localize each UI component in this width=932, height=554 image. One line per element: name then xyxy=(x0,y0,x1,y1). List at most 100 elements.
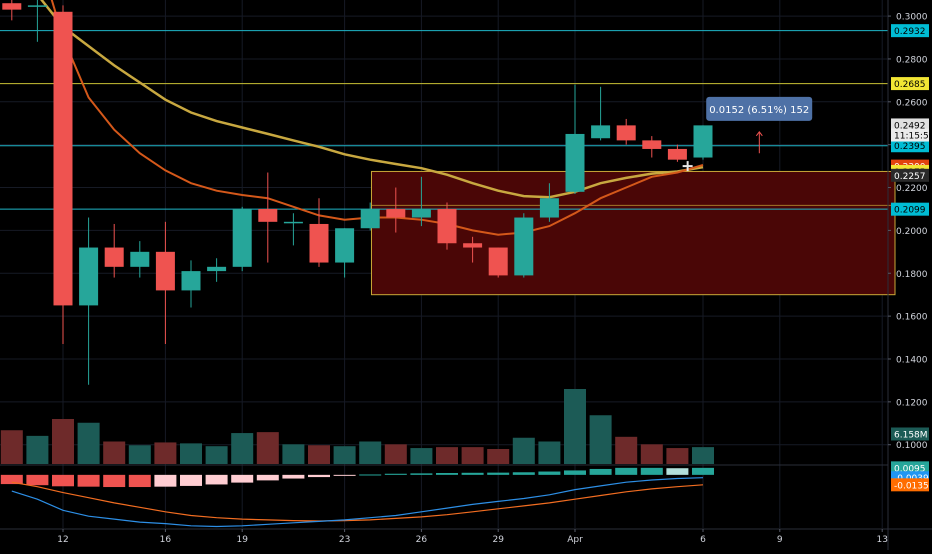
volume-bar xyxy=(333,446,356,464)
price-tick-label: 0.1800 xyxy=(896,270,928,280)
time-tick-label: 9 xyxy=(777,535,783,545)
macd-line xyxy=(11,477,704,528)
candle-body[interactable] xyxy=(309,223,329,263)
volume-bar xyxy=(0,430,23,464)
macd-histogram-bar xyxy=(52,474,74,487)
volume-bar xyxy=(77,422,100,464)
macd-histogram-bar xyxy=(615,467,638,475)
candle-body[interactable] xyxy=(130,251,150,267)
horizontal-line-price-label: 0.2932 xyxy=(894,27,926,37)
price-tick-label: 0.2000 xyxy=(896,227,928,237)
time-tick-label: 13 xyxy=(876,535,887,545)
macd-histogram-bar xyxy=(333,474,356,476)
candle-body[interactable] xyxy=(693,125,713,158)
candle-body[interactable] xyxy=(335,228,355,263)
time-tick-label: 12 xyxy=(57,535,68,545)
macd-label-bg xyxy=(891,461,929,475)
candle-body[interactable] xyxy=(232,208,252,267)
candle-body[interactable] xyxy=(539,198,559,218)
price-label: 0.2257 xyxy=(894,172,926,182)
volume-bar xyxy=(410,448,433,464)
candle-body[interactable] xyxy=(463,243,483,248)
macd-histogram-bar xyxy=(410,473,433,475)
candle-body[interactable] xyxy=(258,208,278,222)
time-tick-label: Apr xyxy=(567,535,583,545)
time-tick-label: 26 xyxy=(416,535,428,545)
price-tick-label: 0.1000 xyxy=(896,441,928,451)
volume-bar xyxy=(128,445,151,464)
volume-bar xyxy=(666,448,689,464)
horizontal-line-price-label-bg xyxy=(891,202,929,216)
volume-bar xyxy=(308,445,330,464)
price-tick-label: 0.2200 xyxy=(896,184,928,194)
macd-histogram-bar xyxy=(512,472,535,475)
macd-label: 0.0095 xyxy=(894,464,926,474)
macd-histogram-bar xyxy=(589,468,612,475)
projection-arrow-icon xyxy=(755,130,763,137)
volume-bar xyxy=(103,441,126,464)
candle-body[interactable] xyxy=(591,125,611,139)
candle-body[interactable] xyxy=(667,148,687,160)
price-label: 0.2492 xyxy=(894,121,926,131)
macd-histogram-bar xyxy=(0,474,23,485)
volume-bar xyxy=(589,415,612,464)
volume-bar xyxy=(564,389,586,464)
price-label: 11:15:56 xyxy=(894,132,932,142)
volume-bar xyxy=(52,419,74,464)
candle-body[interactable] xyxy=(360,208,380,229)
volume-bar xyxy=(615,436,638,464)
volume-bar xyxy=(538,441,561,464)
candle-body[interactable] xyxy=(207,266,227,272)
macd-histogram-bar xyxy=(205,474,228,485)
candle-body[interactable] xyxy=(386,208,406,218)
macd-histogram-bar xyxy=(308,474,330,478)
price-label-bg xyxy=(891,168,929,182)
macd-histogram-bar xyxy=(77,474,100,487)
volume-bar xyxy=(180,443,202,464)
candle-body[interactable] xyxy=(181,271,201,291)
time-tick-label: 29 xyxy=(492,535,504,545)
candle-body[interactable] xyxy=(642,140,662,149)
horizontal-line-price-label: 0.2685 xyxy=(894,80,926,90)
volume-bar xyxy=(205,446,228,464)
macd-histogram-bar xyxy=(538,471,561,475)
measure-tooltip-text: 0.0152 (6.51%) 152 xyxy=(709,105,809,116)
candle-body[interactable] xyxy=(2,3,22,10)
macd-histogram-bar xyxy=(256,474,279,481)
candle-body[interactable] xyxy=(283,221,303,224)
candle-body[interactable] xyxy=(155,251,175,291)
candle-body[interactable] xyxy=(411,208,431,218)
volume-bar xyxy=(154,442,177,464)
macd-histogram-bar xyxy=(180,474,202,486)
macd-histogram-bar xyxy=(26,474,49,486)
candle-body[interactable] xyxy=(488,247,508,276)
volume-bar xyxy=(461,447,484,464)
candle-body[interactable] xyxy=(437,208,457,244)
candle-body[interactable] xyxy=(27,5,47,7)
macd-histogram-bar xyxy=(154,474,177,487)
volume-bar xyxy=(256,432,279,464)
candle-body[interactable] xyxy=(104,247,124,267)
volume-bar xyxy=(640,444,663,464)
time-tick-label: 16 xyxy=(160,535,172,545)
candle-body[interactable] xyxy=(53,11,73,306)
candle-body[interactable] xyxy=(565,133,585,192)
moving-average-fast xyxy=(50,0,704,236)
horizontal-line-price-label: 0.2395 xyxy=(894,142,926,152)
horizontal-line-price-label-bg xyxy=(891,24,929,38)
candle-body[interactable] xyxy=(79,247,99,306)
macd-label: -0.0135 xyxy=(894,481,929,491)
measure-tooltip xyxy=(706,96,813,121)
range-rectangle[interactable] xyxy=(370,170,896,296)
moving-average-slow xyxy=(40,0,704,199)
price-tick-label: 0.1400 xyxy=(896,355,928,365)
candle-body[interactable] xyxy=(514,217,534,276)
price-tick-label: 0.3000 xyxy=(896,13,928,23)
volume-bar xyxy=(384,444,407,464)
macd-histogram-bar xyxy=(359,474,382,476)
time-tick-label: 19 xyxy=(236,535,248,545)
candle-body[interactable] xyxy=(616,125,636,141)
macd-histogram-bar xyxy=(640,467,663,475)
